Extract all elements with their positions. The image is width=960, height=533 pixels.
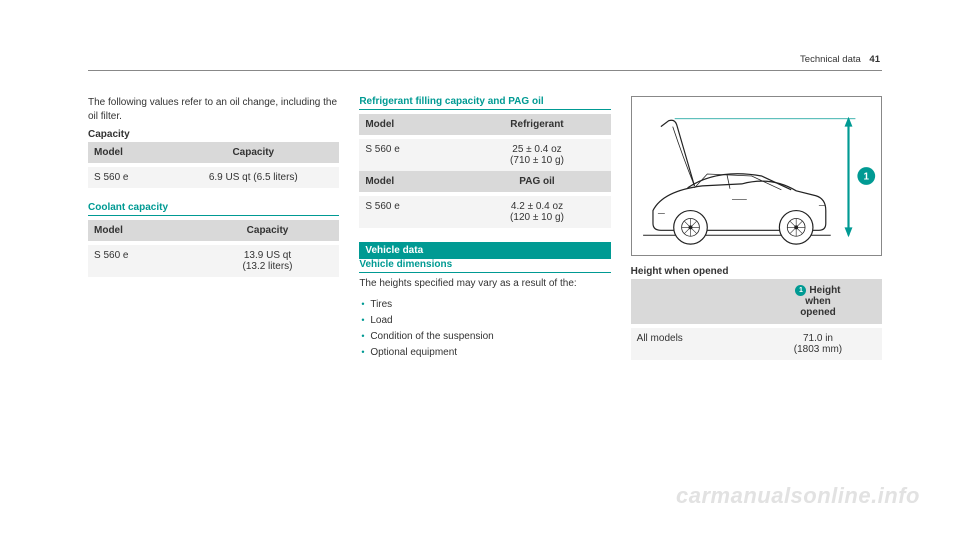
column-3: 1 Height when opened 1Height when opened… [631,96,882,361]
coolant-heading: Coolant capacity [88,202,339,216]
table-header-capacity: Capacity [196,220,340,243]
table-header-model: Model [88,220,196,243]
table-cell-value: 4.2 ± 0.4 oz (120 ± 10 g) [463,194,610,228]
table-cell-value: 71.0 in (1803 mm) [754,326,882,360]
value-line2: (120 ± 10 g) [510,212,564,223]
header-rule [88,70,882,71]
table-cell-model: All models [631,326,754,360]
table-cell-model: S 560 e [359,137,463,171]
watermark: carmanualsonline.info [676,483,920,509]
value-line2: (13.2 liters) [242,261,292,272]
h-l1: Height [809,285,840,296]
vehicle-diagram: 1 [631,96,882,256]
refrigerant-table: Model Refrigerant S 560 e 25 ± 0.4 oz (7… [359,114,610,228]
list-item: Load [359,313,610,329]
coolant-table: Model Capacity S 560 e 13.9 US qt (13.2 … [88,220,339,277]
table-cell-model: S 560 e [88,165,167,188]
svg-text:1: 1 [863,171,869,182]
table-cell-model: S 560 e [359,194,463,228]
list-item: Condition of the suspension [359,329,610,345]
table-header-model: Model [359,171,463,194]
value-line1: 71.0 in [803,333,833,344]
section-name: Technical data [800,54,861,65]
capacity-title: Capacity [88,129,339,140]
refrigerant-heading: Refrigerant filling capacity and PAG oil [359,96,610,110]
h-l3: opened [800,307,836,318]
list-item: Tires [359,297,610,313]
table-header-blank [631,279,754,326]
table-header-height: 1Height when opened [754,279,882,326]
value-line1: 4.2 ± 0.4 oz [511,201,563,212]
table-header-model: Model [359,114,463,137]
page-header: Technical data 41 [800,54,880,65]
table-cell-value: 25 ± 0.4 oz (710 ± 10 g) [463,137,610,171]
list-item: Optional equipment [359,345,610,361]
factors-list: Tires Load Condition of the suspension O… [359,297,610,361]
marker-1-icon: 1 [795,285,806,296]
table-header-model: Model [88,142,167,165]
vehicle-data-bar: Vehicle data [359,242,610,259]
value-line1: 13.9 US qt [244,250,291,261]
page-number: 41 [869,54,880,65]
value-line2: (710 ± 10 g) [510,155,564,166]
dimensions-intro: The heights specified may vary as a resu… [359,277,610,291]
table-cell-value: 6.9 US qt (6.5 liters) [167,165,339,188]
value-line1: 25 ± 0.4 oz [512,144,561,155]
column-1: The following values refer to an oil cha… [88,96,339,361]
table-header-capacity: Capacity [167,142,339,165]
table-cell-value: 13.9 US qt (13.2 liters) [196,243,340,277]
vehicle-dimensions-heading: Vehicle dimensions [359,259,610,273]
height-table: 1Height when opened All models 71.0 in (… [631,279,882,360]
content-columns: The following values refer to an oil cha… [88,96,882,361]
table-header-pag: PAG oil [463,171,610,194]
h-l2: when [805,296,831,307]
oil-capacity-table: Model Capacity S 560 e 6.9 US qt (6.5 li… [88,142,339,188]
oil-intro-text: The following values refer to an oil cha… [88,96,339,123]
column-2: Refrigerant filling capacity and PAG oil… [359,96,610,361]
value-line2: (1803 mm) [794,344,842,355]
table-cell-model: S 560 e [88,243,196,277]
height-opened-title: Height when opened [631,266,882,277]
vehicle-svg: 1 [632,97,881,255]
table-header-refrigerant: Refrigerant [463,114,610,137]
